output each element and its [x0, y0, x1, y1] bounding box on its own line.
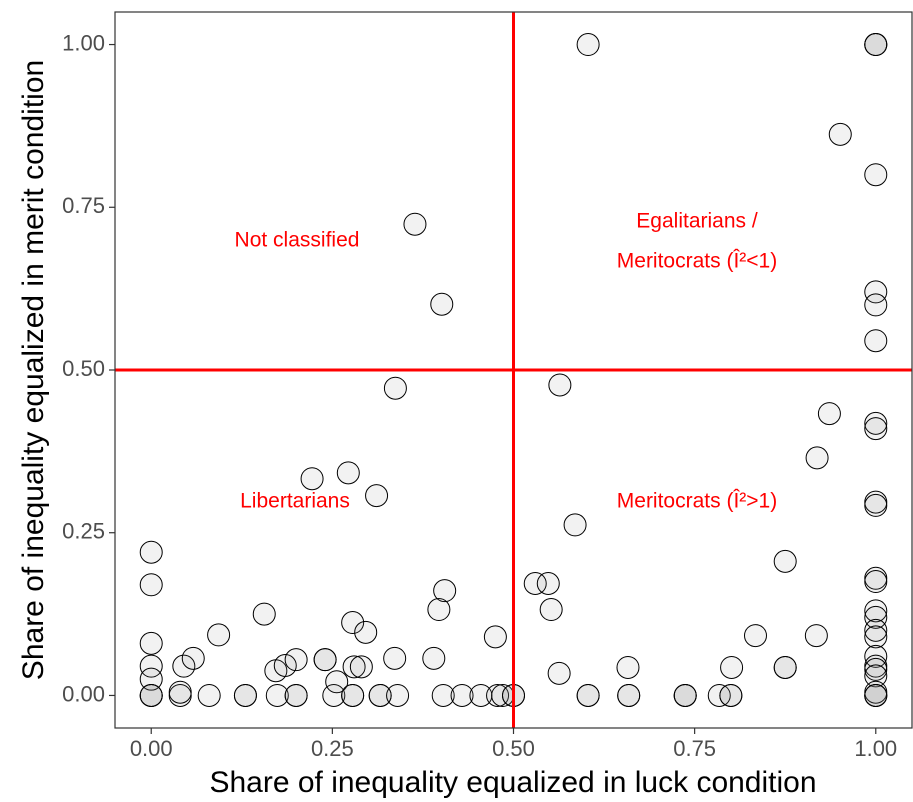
- y-axis-title: Share of inequality equalized in merit c…: [17, 60, 50, 680]
- x-tick-label: 0.75: [673, 736, 716, 761]
- point: [427, 598, 451, 622]
- point: [864, 605, 888, 629]
- point: [403, 212, 427, 236]
- point: [383, 646, 407, 670]
- point: [743, 624, 767, 648]
- point: [422, 646, 446, 670]
- point: [547, 661, 571, 685]
- point: [349, 655, 373, 679]
- point: [368, 683, 392, 707]
- annotation: Egalitarians /: [636, 210, 758, 233]
- point: [828, 122, 852, 146]
- point: [181, 646, 205, 670]
- point: [431, 683, 455, 707]
- point: [576, 33, 600, 57]
- point: [864, 329, 888, 353]
- point: [273, 654, 297, 678]
- point: [864, 599, 888, 623]
- point: [773, 549, 797, 573]
- x-tick-label: 1.00: [854, 736, 897, 761]
- point: [197, 683, 221, 707]
- point: [864, 163, 888, 187]
- x-tick-label: 0.50: [492, 736, 535, 761]
- point: [284, 683, 308, 707]
- point: [864, 657, 888, 681]
- point: [139, 540, 163, 564]
- point: [139, 573, 163, 597]
- x-axis-title: Share of inequality equalized in luck co…: [209, 766, 816, 799]
- point: [325, 670, 349, 694]
- point: [233, 683, 257, 707]
- point: [548, 373, 572, 397]
- point: [804, 624, 828, 648]
- point: [616, 655, 640, 679]
- point: [864, 280, 888, 304]
- point: [864, 664, 888, 688]
- point: [433, 579, 457, 603]
- y-tick-label: 0.50: [62, 356, 105, 381]
- point: [486, 683, 510, 707]
- point: [864, 493, 888, 517]
- point: [707, 683, 731, 707]
- x-tick-label: 0.25: [311, 736, 354, 761]
- point: [864, 683, 888, 707]
- annotation: Libertarians: [240, 490, 350, 513]
- point: [864, 293, 888, 317]
- point: [523, 571, 547, 595]
- point: [536, 571, 560, 595]
- point: [673, 683, 697, 707]
- annotation: Meritocrats (Î²>1): [617, 490, 777, 513]
- point: [322, 683, 346, 707]
- point: [265, 683, 289, 707]
- point: [168, 680, 192, 704]
- point: [172, 654, 196, 678]
- plot-border: [114, 11, 913, 729]
- y-tick-label: 1.00: [62, 30, 105, 55]
- point: [864, 33, 888, 57]
- point: [864, 644, 888, 668]
- point: [617, 683, 641, 707]
- point: [284, 648, 308, 672]
- point: [365, 484, 389, 508]
- point: [139, 654, 163, 678]
- point: [805, 446, 829, 470]
- point: [773, 655, 797, 679]
- point: [341, 611, 365, 635]
- point: [139, 631, 163, 655]
- point: [576, 683, 600, 707]
- x-tick-label: 0.00: [130, 736, 173, 761]
- point: [483, 625, 507, 649]
- point: [341, 683, 365, 707]
- annotation: Meritocrats (Î²<1): [617, 250, 777, 273]
- point: [864, 417, 888, 441]
- point: [336, 461, 360, 485]
- point: [864, 411, 888, 435]
- point: [313, 648, 337, 672]
- point: [342, 655, 366, 679]
- point: [383, 376, 407, 400]
- point: [139, 683, 163, 707]
- point: [817, 402, 841, 426]
- point: [139, 667, 163, 691]
- point: [354, 620, 378, 644]
- point: [450, 683, 474, 707]
- point: [386, 683, 410, 707]
- point: [720, 655, 744, 679]
- point: [300, 467, 324, 491]
- point: [719, 683, 743, 707]
- point: [864, 570, 888, 594]
- y-tick-label: 0.00: [62, 681, 105, 706]
- y-tick-label: 0.75: [62, 193, 105, 218]
- point: [563, 513, 587, 537]
- point: [864, 618, 888, 642]
- point: [539, 598, 563, 622]
- point: [207, 623, 231, 647]
- annotation: Not classified: [235, 229, 360, 252]
- point: [430, 292, 454, 316]
- y-tick-label: 0.25: [62, 519, 105, 544]
- point: [864, 625, 888, 649]
- point: [252, 602, 276, 626]
